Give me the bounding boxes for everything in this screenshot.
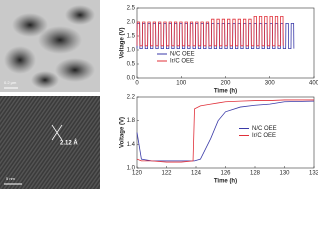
y-tick-label: 1.4 (127, 142, 136, 148)
x-axis-label: Time (h) (214, 89, 237, 95)
x-tick-label: 0 (135, 81, 139, 87)
y-axis-label: Voltage (V) (120, 28, 126, 59)
y-tick-label: 1.8 (127, 118, 136, 124)
y-tick-label: 0.0 (127, 76, 136, 82)
x-tick-label: 132 (309, 171, 318, 177)
lattice-annotation: 2.12 Å (60, 140, 78, 147)
y-tick-label: 2.2 (127, 95, 136, 101)
legend-label: N/C OEE (170, 52, 195, 58)
x-tick-label: 124 (191, 171, 202, 177)
y-tick-label: 0.5 (127, 62, 136, 68)
tem-image-top: 0.2 μm (0, 0, 100, 92)
legend-label: Ir/C OEE (170, 59, 194, 65)
x-tick-label: 128 (250, 171, 261, 177)
x-tick-label: 200 (220, 81, 231, 87)
scale-bar-label: 5 nm (6, 176, 16, 181)
plot-frame (136, 96, 315, 169)
hrtem-image-bottom: 2.12 Å 5 nm (0, 96, 100, 189)
figure: 0.2 μm 2.12 Å 5 nm 0.0 0.5 1.0 1.5 2.0 2.5 0 10… (0, 0, 320, 189)
scale-bar-label: 0.2 μm (4, 80, 17, 85)
series-line (136, 15, 284, 47)
series-line (136, 23, 295, 49)
series-line (136, 99, 314, 163)
x-tick-label: 100 (176, 81, 187, 87)
x-tick-label: 300 (265, 81, 276, 87)
series-line (136, 100, 315, 162)
x-tick-label: 400 (309, 81, 318, 87)
y-tick-label: 2.0 (127, 20, 136, 26)
legend-label: N/C OEE (252, 126, 277, 132)
x-tick-label: 126 (220, 171, 231, 177)
x-axis-label: Time (h) (214, 179, 237, 185)
x-tick-label: 122 (161, 171, 172, 177)
y-tick-label: 2.5 (127, 6, 136, 12)
legend-label: Ir/C OEE (252, 133, 276, 139)
y-axis-label: Voltage (V) (120, 117, 126, 148)
y-tick-label: 1.5 (127, 34, 136, 40)
x-tick-label: 130 (279, 171, 290, 177)
x-tick-label: 120 (132, 171, 143, 177)
y-tick-label: 1.0 (127, 48, 136, 54)
y-tick-label: 1.0 (127, 166, 136, 172)
